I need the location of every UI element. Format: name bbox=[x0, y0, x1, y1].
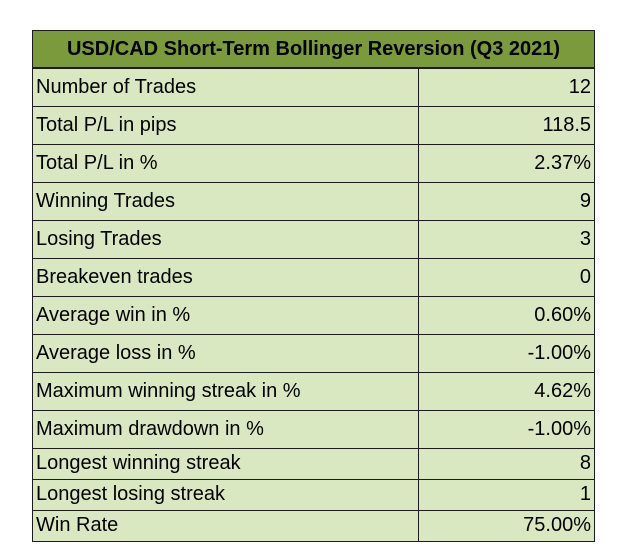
row-value: 75.00% bbox=[417, 509, 596, 542]
table-row: Number of Trades 12 bbox=[32, 67, 596, 107]
row-value: 118.5 bbox=[417, 105, 596, 145]
row-value: -1.00% bbox=[417, 333, 596, 373]
row-value: 0 bbox=[417, 257, 596, 297]
table-row: Losing Trades 3 bbox=[32, 219, 596, 259]
table-row: Average loss in % -1.00% bbox=[32, 333, 596, 373]
table-row: Winning Trades 9 bbox=[32, 181, 596, 221]
row-label: Maximum drawdown in % bbox=[32, 409, 419, 449]
row-value: 12 bbox=[417, 67, 596, 107]
table-row: Maximum winning streak in % 4.62% bbox=[32, 371, 596, 411]
table-row: Longest losing streak 1 bbox=[32, 478, 596, 511]
table-title: USD/CAD Short-Term Bollinger Reversion (… bbox=[31, 30, 596, 69]
row-label: Maximum winning streak in % bbox=[32, 371, 419, 411]
row-label: Number of Trades bbox=[32, 67, 419, 107]
row-label: Total P/L in pips bbox=[32, 105, 419, 145]
row-value: 1 bbox=[417, 478, 596, 511]
table-row: Breakeven trades 0 bbox=[32, 257, 596, 297]
row-label: Breakeven trades bbox=[32, 257, 419, 297]
row-label: Losing Trades bbox=[32, 219, 419, 259]
table-row: Win Rate 75.00% bbox=[32, 509, 596, 542]
table-row: Total P/L in pips 118.5 bbox=[32, 105, 596, 145]
table-row: Longest winning streak 8 bbox=[32, 447, 596, 480]
row-label: Longest losing streak bbox=[32, 478, 419, 511]
row-value: 8 bbox=[417, 447, 596, 480]
table-row: Total P/L in % 2.37% bbox=[32, 143, 596, 183]
row-value: 0.60% bbox=[417, 295, 596, 335]
row-label: Winning Trades bbox=[32, 181, 419, 221]
table-header-row: USD/CAD Short-Term Bollinger Reversion (… bbox=[31, 30, 596, 69]
row-label: Average loss in % bbox=[32, 333, 419, 373]
row-label: Longest winning streak bbox=[32, 447, 419, 480]
row-label: Total P/L in % bbox=[32, 143, 419, 183]
row-value: 4.62% bbox=[417, 371, 596, 411]
row-value: 2.37% bbox=[417, 143, 596, 183]
table-row: Average win in % 0.60% bbox=[32, 295, 596, 335]
row-value: 3 bbox=[417, 219, 596, 259]
row-label: Win Rate bbox=[32, 509, 419, 542]
row-value: -1.00% bbox=[417, 409, 596, 449]
row-label: Average win in % bbox=[32, 295, 419, 335]
table-row: Maximum drawdown in % -1.00% bbox=[32, 409, 596, 449]
trade-statistics-table: USD/CAD Short-Term Bollinger Reversion (… bbox=[31, 30, 596, 542]
row-value: 9 bbox=[417, 181, 596, 221]
